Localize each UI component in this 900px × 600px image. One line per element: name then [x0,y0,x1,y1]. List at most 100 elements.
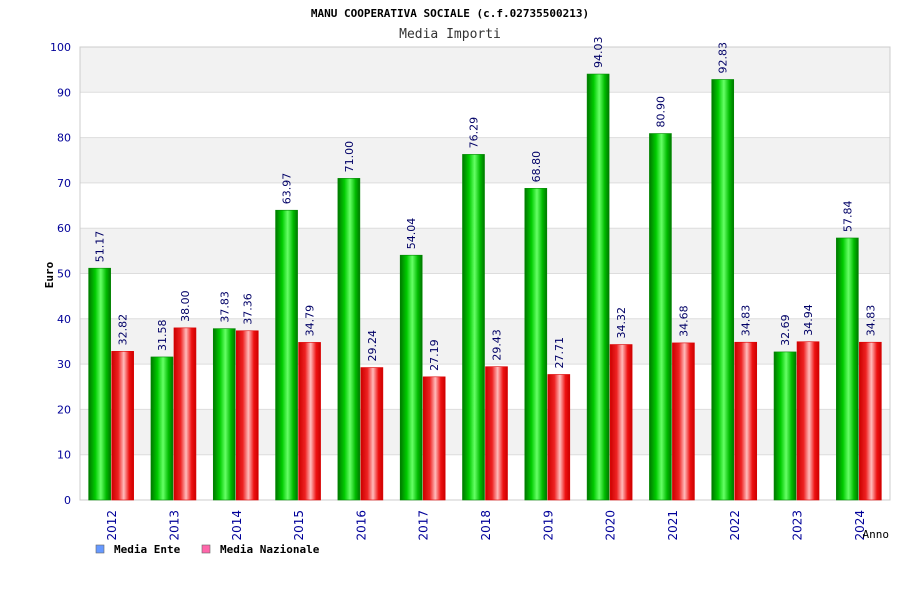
x-tick-label: 2013 [167,510,181,541]
grid-band [80,409,890,455]
grid-band [80,228,890,274]
grid-band [80,364,890,410]
grid-band [80,47,890,93]
x-tick-label: 2017 [417,510,431,541]
bar-media-ente [88,267,111,501]
data-label: 32.69 [779,314,792,346]
data-label: 71.00 [343,141,356,173]
data-label: 34.83 [740,305,753,337]
x-tick-label: 2020 [604,510,618,541]
bar-media-nazionale [547,374,571,501]
data-label: 54.04 [405,218,418,250]
bar-media-nazionale [360,367,384,501]
data-label: 34.79 [304,305,317,337]
bar-media-ente [586,73,610,501]
grid-band [80,273,890,319]
data-label: 51.17 [94,231,107,263]
data-label: 27.71 [553,337,566,369]
x-axis-label: Anno [863,528,890,541]
bar-media-nazionale [672,342,695,501]
bar-media-nazionale [734,341,758,501]
bar-media-ente [773,351,797,501]
y-tick-label: 90 [57,86,71,99]
data-label: 29.43 [491,329,504,361]
bar-media-nazionale [173,327,197,501]
legend: Media Ente Media Nazionale [95,543,320,556]
bar-media-nazionale [422,376,446,501]
data-label: 94.03 [592,37,605,69]
x-axis-ticks: 2012 2013 2014 2015 2016 2017 2018 2019 2020 2021… [105,510,867,541]
data-label: 32.82 [117,314,130,346]
x-tick-label: 2015 [292,510,306,541]
y-tick-label: 20 [57,403,71,416]
data-label: 80.90 [654,96,667,128]
data-label: 34.94 [802,304,815,336]
data-label: 29.24 [366,330,379,362]
y-tick-label: 10 [57,449,71,462]
y-tick-label: 0 [64,494,71,507]
bar-media-ente [836,237,859,501]
y-tick-label: 50 [57,268,71,281]
grid-band [80,182,890,229]
bar-media-nazionale [796,341,820,501]
x-tick-label: 2023 [791,510,805,541]
legend-label: Media Nazionale [220,543,320,556]
data-label: 34.32 [615,307,628,339]
x-tick-label: 2019 [541,510,555,541]
bar-media-ente [275,209,298,501]
data-labels: 51.17 32.82 31.58 38.00 37.83 37.36 63.97 34.79… [94,37,878,371]
data-label: 37.83 [218,291,231,323]
data-label: 57.84 [841,200,854,232]
bars [88,73,882,501]
x-tick-label: 2014 [230,510,244,541]
data-label: 37.36 [241,293,254,325]
bar-media-ente [649,133,672,501]
bar-media-nazionale [609,344,633,501]
bar-media-ente [462,154,485,501]
plot-border [79,46,891,501]
legend-swatch [95,544,105,554]
data-label: 27.19 [428,339,441,371]
bar-media-nazionale [235,330,259,501]
bar-media-nazionale [111,351,134,501]
grid-band [80,92,890,138]
data-label: 34.83 [864,305,877,337]
x-tick-label: 2024 [853,510,867,541]
data-label: 34.68 [677,305,690,337]
chart-subtitle: Media Importi [399,27,501,42]
x-tick-label: 2012 [105,510,119,541]
y-axis-ticks: 0 10 20 30 40 50 60 70 80 90 100 [50,41,71,507]
bar-media-ente [212,328,236,501]
grid-band [80,137,890,183]
data-label: 76.29 [468,117,481,149]
bar-media-ente [150,356,174,501]
y-axis-label: Euro [43,261,56,288]
bar-media-ente [524,188,548,501]
data-label: 31.58 [156,319,169,351]
y-tick-label: 100 [50,41,71,54]
x-tick-label: 2022 [728,510,742,541]
data-label: 92.83 [717,42,730,74]
y-tick-label: 40 [57,313,71,326]
data-label: 68.80 [530,151,543,183]
bar-media-ente [711,79,735,501]
x-tick-label: 2021 [666,510,680,541]
data-label: 38.00 [179,290,192,322]
y-tick-label: 80 [57,132,71,145]
legend-label: Media Ente [114,543,181,556]
grid-band [80,454,890,500]
data-label: 63.97 [281,173,294,205]
bar-media-nazionale [485,366,508,501]
bar-media-nazionale [298,342,321,501]
y-tick-label: 30 [57,358,71,371]
legend-swatch [201,544,211,554]
bar-media-ente [399,254,423,501]
bar-media-nazionale [859,341,882,501]
x-tick-label: 2018 [479,510,493,541]
y-tick-label: 70 [57,177,71,190]
grid-band [80,318,890,365]
x-tick-label: 2016 [354,510,368,541]
chart-title: MANU COOPERATIVA SOCIALE (c.f.0273550021… [311,7,589,20]
bar-media-ente [337,178,361,501]
